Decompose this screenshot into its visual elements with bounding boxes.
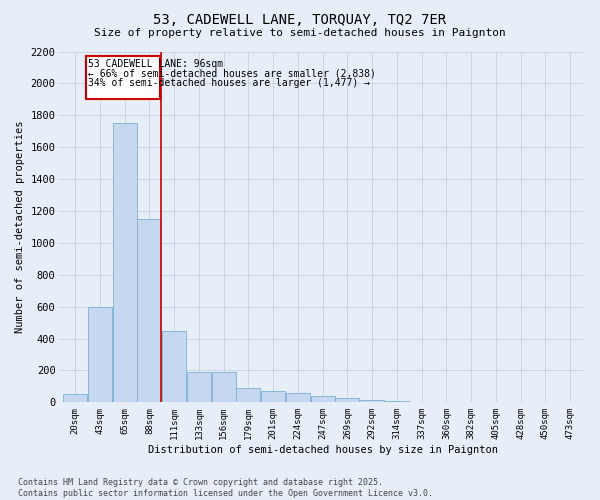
Bar [335, 398, 359, 402]
Bar [86, 56, 160, 100]
Bar [113, 124, 137, 402]
Bar [311, 396, 335, 402]
Bar [360, 400, 384, 402]
Text: 53, CADEWELL LANE, TORQUAY, TQ2 7ER: 53, CADEWELL LANE, TORQUAY, TQ2 7ER [154, 12, 446, 26]
Bar [88, 306, 112, 402]
Bar [212, 372, 236, 402]
Text: Contains HM Land Registry data © Crown copyright and database right 2025.
Contai: Contains HM Land Registry data © Crown c… [18, 478, 433, 498]
Bar [286, 393, 310, 402]
Text: Size of property relative to semi-detached houses in Paignton: Size of property relative to semi-detach… [94, 28, 506, 38]
Y-axis label: Number of semi-detached properties: Number of semi-detached properties [15, 120, 25, 333]
Bar [236, 388, 260, 402]
Bar [162, 330, 186, 402]
Bar [137, 219, 161, 402]
Text: 53 CADEWELL LANE: 96sqm: 53 CADEWELL LANE: 96sqm [88, 59, 223, 69]
X-axis label: Distribution of semi-detached houses by size in Paignton: Distribution of semi-detached houses by … [148, 445, 498, 455]
Bar [63, 394, 87, 402]
Bar [261, 391, 285, 402]
Bar [385, 401, 409, 402]
Text: ← 66% of semi-detached houses are smaller (2,838): ← 66% of semi-detached houses are smalle… [88, 68, 376, 78]
Bar [187, 372, 211, 402]
Text: 34% of semi-detached houses are larger (1,477) →: 34% of semi-detached houses are larger (… [88, 78, 370, 88]
